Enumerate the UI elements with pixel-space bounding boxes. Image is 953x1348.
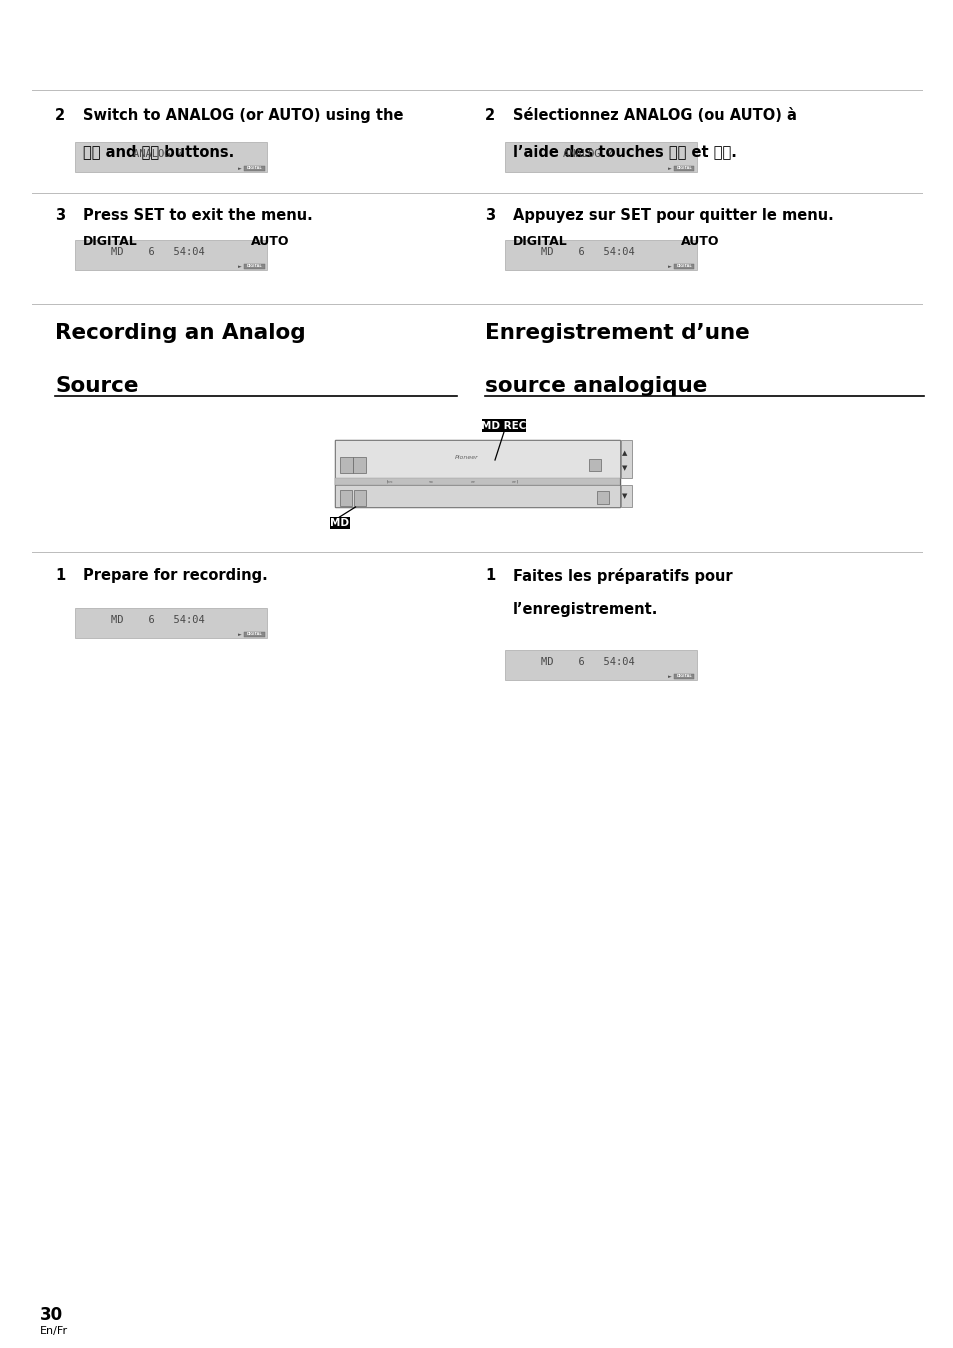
- Text: 2: 2: [484, 108, 495, 123]
- FancyBboxPatch shape: [75, 240, 267, 270]
- Text: DIGITAL: DIGITAL: [676, 264, 691, 268]
- Text: En/Fr: En/Fr: [40, 1326, 68, 1336]
- Text: 30: 30: [40, 1306, 63, 1324]
- Text: l’aide des touches ⧀⧁ et ⧂⧃.: l’aide des touches ⧀⧁ et ⧂⧃.: [513, 144, 736, 159]
- Text: MD REC: MD REC: [481, 421, 526, 430]
- Text: 1: 1: [55, 568, 65, 582]
- FancyBboxPatch shape: [673, 166, 694, 171]
- FancyBboxPatch shape: [335, 485, 618, 507]
- Text: ►: ►: [237, 632, 241, 636]
- FancyBboxPatch shape: [481, 419, 525, 431]
- Text: Source: Source: [55, 376, 138, 396]
- Text: >>|: >>|: [511, 480, 518, 484]
- Text: Appuyez sur SET pour quitter le menu.: Appuyez sur SET pour quitter le menu.: [513, 208, 833, 222]
- Text: MD    6   54:04: MD 6 54:04: [111, 615, 204, 625]
- FancyBboxPatch shape: [75, 608, 267, 638]
- Text: ►: ►: [667, 674, 671, 679]
- Text: MD: MD: [330, 518, 349, 528]
- FancyBboxPatch shape: [243, 166, 264, 171]
- Text: 3: 3: [484, 208, 495, 222]
- FancyBboxPatch shape: [504, 142, 697, 173]
- Text: DIGITAL: DIGITAL: [246, 264, 261, 268]
- Text: ►: ►: [667, 166, 671, 171]
- Text: Faites les préparatifs pour: Faites les préparatifs pour: [513, 568, 732, 584]
- Text: Sélectionnez ANALOG (ou AUTO) à: Sélectionnez ANALOG (ou AUTO) à: [513, 108, 796, 123]
- FancyBboxPatch shape: [339, 457, 352, 473]
- FancyBboxPatch shape: [75, 142, 267, 173]
- Text: MD    6   54:04: MD 6 54:04: [540, 247, 634, 257]
- Text: DIGITAL: DIGITAL: [676, 166, 691, 170]
- Text: 2: 2: [55, 108, 65, 123]
- Text: l’enregistrement.: l’enregistrement.: [513, 603, 658, 617]
- FancyBboxPatch shape: [335, 479, 618, 485]
- Text: MD    6   54:04: MD 6 54:04: [540, 656, 634, 667]
- FancyBboxPatch shape: [673, 674, 694, 679]
- FancyBboxPatch shape: [352, 457, 365, 473]
- FancyBboxPatch shape: [619, 485, 631, 507]
- Text: DIGITAL: DIGITAL: [246, 632, 261, 636]
- FancyBboxPatch shape: [504, 240, 697, 270]
- Text: source analogique: source analogique: [484, 376, 706, 396]
- Text: DIGITAL: DIGITAL: [83, 235, 137, 248]
- FancyBboxPatch shape: [504, 650, 697, 679]
- Text: >>: >>: [471, 480, 476, 484]
- Text: Prepare for recording.: Prepare for recording.: [83, 568, 268, 582]
- Text: 1: 1: [484, 568, 495, 582]
- FancyBboxPatch shape: [588, 460, 599, 472]
- Text: ANALOG ?: ANALOG ?: [132, 150, 182, 159]
- FancyBboxPatch shape: [354, 491, 365, 506]
- FancyBboxPatch shape: [673, 264, 694, 268]
- FancyBboxPatch shape: [339, 491, 351, 506]
- Text: AUTO: AUTO: [680, 235, 719, 248]
- Text: Press SET to exit the menu.: Press SET to exit the menu.: [83, 208, 313, 222]
- Text: Enregistrement d’une: Enregistrement d’une: [484, 324, 749, 342]
- Text: Pioneer: Pioneer: [455, 454, 478, 460]
- Text: DIGITAL: DIGITAL: [246, 166, 261, 170]
- FancyBboxPatch shape: [596, 491, 608, 504]
- Text: <<: <<: [429, 480, 434, 484]
- Text: ►: ►: [667, 264, 671, 268]
- FancyBboxPatch shape: [329, 518, 349, 528]
- FancyBboxPatch shape: [335, 439, 618, 479]
- Text: ►: ►: [237, 264, 241, 268]
- FancyBboxPatch shape: [243, 632, 264, 636]
- Text: ►: ►: [237, 166, 241, 171]
- Text: Recording an Analog: Recording an Analog: [55, 324, 305, 342]
- Text: DIGITAL: DIGITAL: [676, 674, 691, 678]
- Text: MD    6   54:04: MD 6 54:04: [111, 247, 204, 257]
- Text: ▼: ▼: [621, 493, 627, 499]
- Text: ▼: ▼: [621, 465, 627, 472]
- Text: ▲: ▲: [621, 450, 627, 457]
- Text: Switch to ANALOG (or AUTO) using the: Switch to ANALOG (or AUTO) using the: [83, 108, 403, 123]
- Text: 3: 3: [55, 208, 65, 222]
- Text: DIGITAL: DIGITAL: [513, 235, 567, 248]
- FancyBboxPatch shape: [335, 439, 618, 507]
- FancyBboxPatch shape: [619, 439, 631, 479]
- Text: AUTO: AUTO: [251, 235, 289, 248]
- FancyBboxPatch shape: [243, 264, 264, 268]
- Text: ANALOG ?: ANALOG ?: [562, 150, 612, 159]
- Text: |<<: |<<: [385, 480, 393, 484]
- Text: ⧀⧁ and ⧂⧃ buttons.: ⧀⧁ and ⧂⧃ buttons.: [83, 144, 234, 159]
